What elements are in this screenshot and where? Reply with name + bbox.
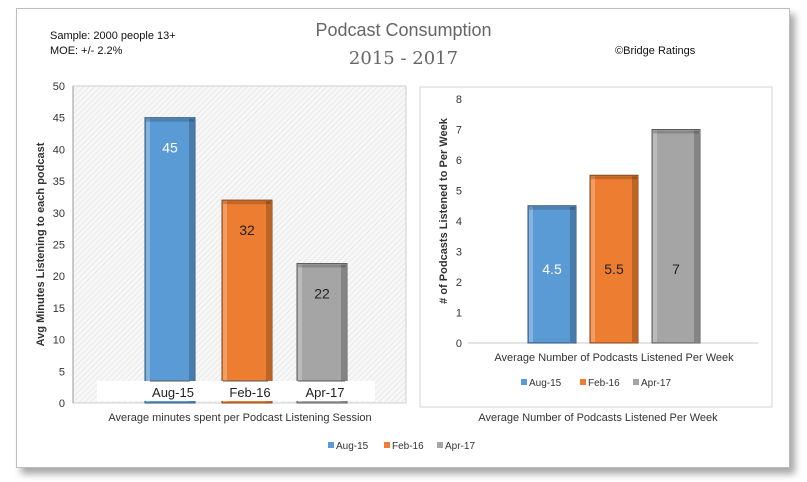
data-label-right: 7 (672, 261, 680, 277)
y-tick-label-left: 15 (53, 303, 65, 315)
y-tick-label-left: 45 (53, 113, 65, 125)
y-tick-label-left: 10 (53, 335, 65, 347)
y-tick-label-right: 0 (456, 338, 462, 350)
data-label-left: 32 (239, 222, 255, 238)
category-label-strip (97, 381, 375, 401)
legend-swatch-right-apr-17 (633, 379, 639, 385)
y-tick-label-left: 35 (53, 176, 65, 188)
x-tick-label-left: Aug-15 (152, 385, 194, 400)
y-tick-label-left: 30 (53, 208, 65, 220)
y-tick-label-right: 1 (456, 308, 462, 320)
y-axis-title-left: Avg Minutes Listening to each podcast (35, 142, 47, 346)
bar-left-aug-15 (144, 117, 196, 404)
y-tick-label-left: 5 (59, 366, 65, 378)
bar-right-feb-16 (589, 174, 639, 344)
legend-swatch-apr-17 (437, 442, 443, 448)
y-tick-label-right: 4 (456, 216, 462, 228)
legend-swatch-right-aug-15 (521, 379, 527, 385)
y-tick-label-left: 25 (53, 240, 65, 252)
y-tick-label-right: 3 (456, 247, 462, 259)
y-tick-label-right: 8 (456, 94, 462, 106)
x-tick-label-left: Apr-17 (305, 385, 344, 400)
y-tick-label-left: 0 (59, 398, 65, 410)
data-label-left: 22 (314, 286, 330, 302)
x-tick-label-left: Feb-16 (229, 385, 270, 400)
bar-right-aug-15 (527, 205, 577, 344)
legend-swatch-right-feb-16 (580, 379, 586, 385)
y-tick-label-left: 40 (53, 144, 65, 156)
legend-label-right: Aug-15 (529, 378, 562, 389)
legend-swatch-aug-15 (328, 442, 334, 448)
legend-label: Apr-17 (445, 441, 475, 452)
y-tick-label-right: 5 (456, 186, 462, 198)
bar-right-apr-17 (651, 129, 701, 344)
moe-note: MOE: +/- 2.2% (50, 45, 123, 57)
y-tick-label-right: 6 (456, 155, 462, 167)
legend-label-right: Feb-16 (588, 378, 620, 389)
legend-label-right: Apr-17 (641, 378, 671, 389)
chart-title: Podcast Consumption (315, 20, 492, 40)
legend-swatch-feb-16 (384, 442, 390, 448)
credit-note: ©Bridge Ratings (615, 45, 696, 57)
data-label-left: 45 (162, 140, 178, 156)
plot-frame-right (419, 86, 773, 408)
bar-left-apr-17 (296, 263, 348, 404)
y-tick-label-left: 50 (53, 81, 65, 93)
y-tick-label-right: 2 (456, 277, 462, 289)
sample-note: Sample: 2000 people 13+ (50, 30, 176, 42)
y-tick-label-right: 7 (456, 125, 462, 137)
bar-left-feb-16 (221, 199, 273, 404)
y-axis-title-right: # of Podcasts Listened to Per Week (438, 117, 450, 304)
inner-x-axis-title-right: Average Number of Podcasts Listened Per … (494, 352, 734, 364)
x-axis-title-left: Average minutes spent per Podcast Listen… (108, 412, 371, 424)
legend-label: Aug-15 (336, 441, 369, 452)
data-label-right: 5.5 (604, 261, 624, 277)
y-tick-label-left: 20 (53, 271, 65, 283)
x-axis-title-right: Average Number of Podcasts Listened Per … (478, 412, 718, 424)
data-label-right: 4.5 (542, 261, 562, 277)
legend-label: Feb-16 (392, 441, 424, 452)
chart-subtitle: 2015 - 2017 (348, 48, 459, 69)
